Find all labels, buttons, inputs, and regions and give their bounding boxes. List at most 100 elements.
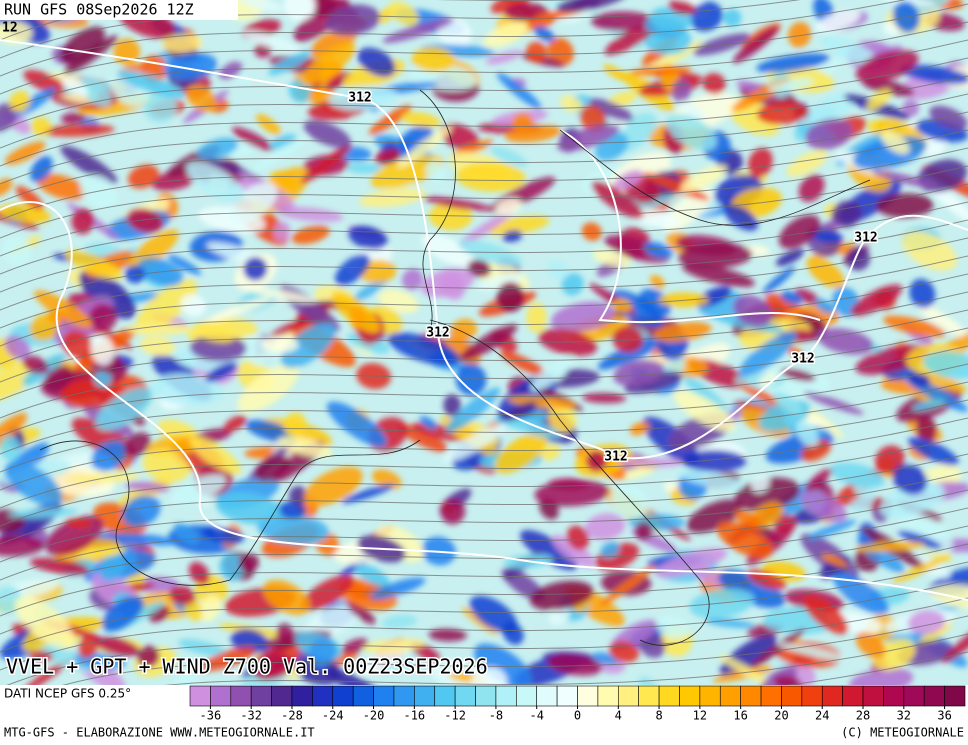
field-blob [796,420,819,447]
field-blob [566,525,590,550]
field-blob [60,112,86,124]
streamline [0,273,968,365]
streamline [0,453,968,545]
field-blob [127,322,192,336]
field-blob [5,461,63,506]
field-blob [668,0,697,15]
field-blob [679,100,705,122]
field-blob [716,521,773,559]
field-blob [324,667,384,685]
field-blob [174,671,201,685]
field-blob [506,418,563,439]
field-blob [168,585,196,606]
field-blob [199,646,256,672]
field-blob [616,457,685,468]
field-blob [552,534,595,568]
field-blob [612,326,644,353]
field-blob [312,0,336,18]
colorbar-swatch [719,685,741,707]
field-blob [0,412,28,453]
field-blob [600,541,620,558]
colorbar-tick-label: -12 [444,709,466,723]
field-blob [929,105,968,130]
contour-label: 312 [426,326,449,341]
colorbar-tick-label: 32 [897,709,911,723]
field-blob [678,243,753,269]
field-blob [178,639,228,657]
colorbar-swatch [454,685,476,707]
field-blob [613,169,644,190]
streamline [0,0,906,77]
field-blob [60,26,106,65]
field-blob [861,78,915,97]
streamline [0,327,968,419]
field-blob [439,271,466,301]
field-blob [378,289,419,314]
field-blob [325,4,381,36]
field-blob [126,208,164,233]
colorbar-tick-label: 36 [937,709,951,723]
streamline [0,39,968,131]
field-blob [0,178,13,197]
field-blob [242,30,302,53]
field-blob [34,290,93,328]
field-blob [718,654,772,685]
field-blob [817,328,874,355]
field-blob [758,373,778,387]
field-blob [124,265,146,284]
field-blob [274,221,291,242]
colorbar-swatch [658,685,680,707]
field-blob [733,294,773,328]
field-blob [540,444,561,461]
colorbar-swatch [332,685,354,707]
field-blob [673,390,736,432]
field-blob [786,150,828,177]
field-blob [485,50,523,65]
field-blob [821,553,849,568]
field-blob [591,181,644,219]
field-blob [908,436,959,466]
field-blob [494,432,548,474]
field-blob [124,432,151,457]
streamline [62,615,968,685]
coastline [419,89,456,331]
field-blob [189,436,242,475]
field-blob [477,273,524,291]
copyright: (C) METEOGIORNALE [841,726,964,740]
field-blob [8,508,79,518]
field-blob [455,363,487,396]
field-blob [561,273,584,296]
field-blob [291,225,330,245]
corner-label: 12 [2,21,18,36]
contour-label: 312 [604,450,627,465]
colorbar-swatch [352,685,374,707]
field-blob [352,104,389,123]
field-blob [533,25,555,42]
field-blob [60,378,126,408]
streamline [0,255,968,347]
field-blob [597,334,667,370]
field-blob [61,77,89,96]
colorbar-swatch [271,685,293,707]
field-blob [787,21,812,48]
field-blob [756,53,830,73]
field-blob [881,131,910,155]
field-blob [915,370,967,393]
field-blob [30,116,51,136]
colorbar-tick-label: 20 [774,709,788,723]
contour [559,129,821,324]
field-blob [467,259,491,278]
field-blob [346,162,383,174]
field-blob [787,346,804,359]
field-blob [907,610,946,635]
colorbar-tick-label: 0 [574,709,581,723]
field-blob [300,144,352,184]
field-blob [929,584,968,610]
field-blob [806,256,845,289]
field-blob [548,404,577,434]
streamline [164,633,968,685]
colorbar-tick-label: -28 [281,709,303,723]
field-blob [93,371,112,388]
contour [0,201,968,601]
streamline [0,0,801,59]
